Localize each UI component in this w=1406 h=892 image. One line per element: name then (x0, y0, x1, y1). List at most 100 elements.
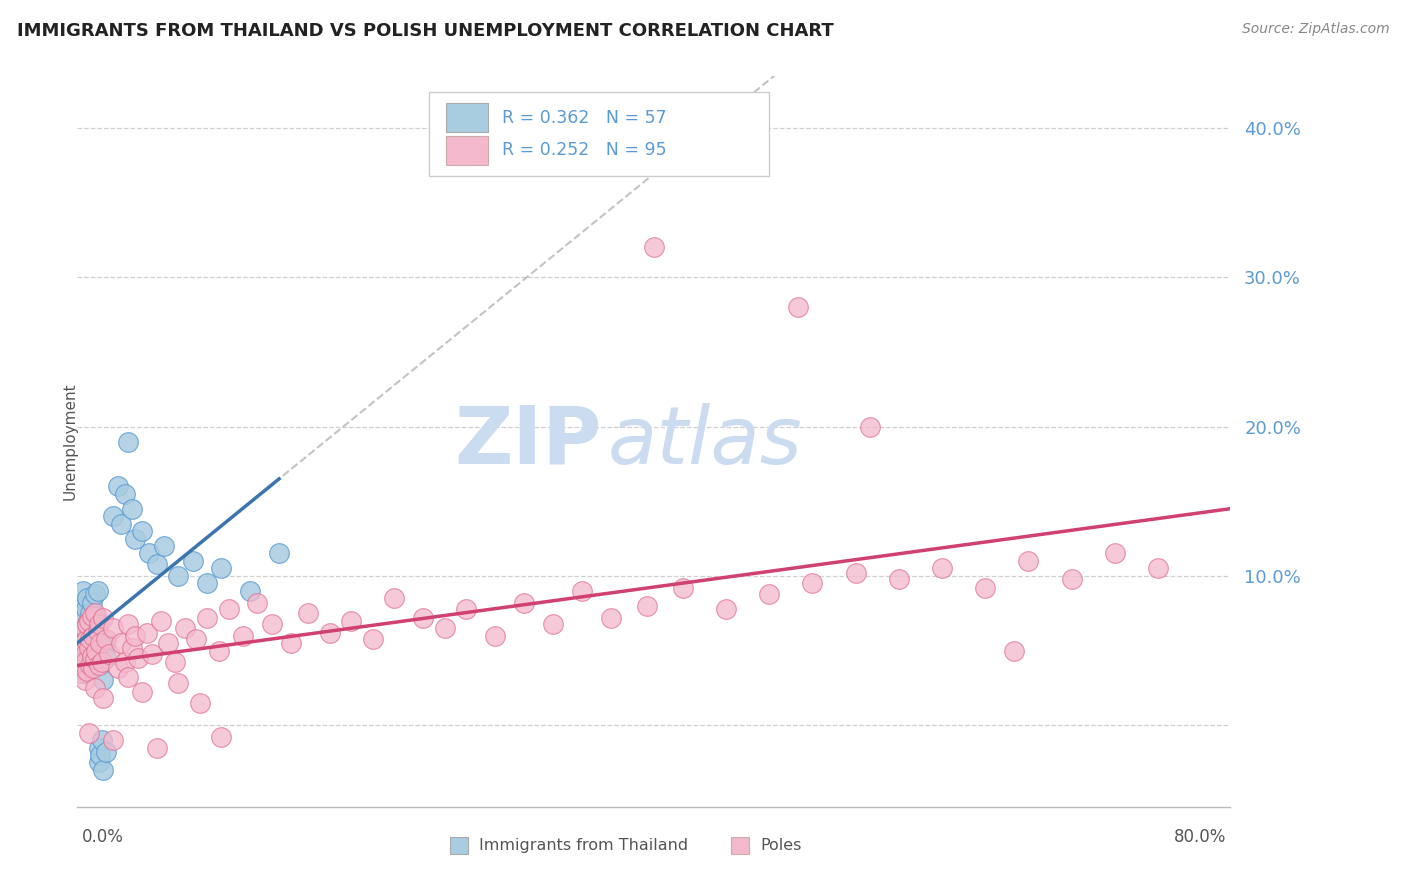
Point (167, 569, 190, 583)
Point (117, 616, 139, 631)
Text: IMMIGRANTS FROM THAILAND VS POLISH UNEMPLOYMENT CORRELATION CHART: IMMIGRANTS FROM THAILAND VS POLISH UNEMP… (17, 22, 834, 40)
Point (70, 651, 93, 665)
Point (1147, 561, 1170, 575)
Point (107, 479, 129, 493)
Point (165, 656, 187, 670)
Point (89, 636, 111, 650)
Point (76, 616, 98, 631)
Point (232, 629, 254, 643)
Point (73, 665, 96, 680)
Point (340, 614, 363, 628)
Point (184, 632, 207, 646)
Point (1104, 547, 1126, 561)
Text: R = 0.362   N = 57: R = 0.362 N = 57 (502, 109, 666, 127)
Point (84, 625, 107, 640)
Point (80, 629, 103, 643)
Point (98, 647, 121, 661)
Text: ZIP: ZIP (454, 402, 602, 481)
Point (859, 419, 882, 434)
Point (77, 661, 100, 675)
Point (77, 614, 100, 628)
Point (87, 756, 110, 770)
Point (513, 596, 536, 610)
Point (117, 434, 139, 449)
Point (82, 612, 104, 626)
Point (672, 581, 695, 595)
Point (103, 733, 125, 747)
Point (643, 240, 665, 254)
Point (114, 656, 136, 670)
Point (456, 601, 478, 615)
Point (79, 640, 101, 655)
Text: 0.0%: 0.0% (82, 828, 124, 846)
Point (239, 583, 262, 598)
Point (89, 658, 111, 673)
Point (96, 632, 118, 646)
Point (181, 554, 204, 568)
Point (82, 636, 104, 650)
Point (1060, 572, 1083, 586)
Point (75, 621, 97, 635)
Point (153, 539, 174, 553)
Point (82, 661, 104, 675)
Point (195, 576, 218, 591)
Point (571, 583, 593, 598)
Point (84, 643, 107, 657)
Point (73, 647, 96, 661)
Point (87, 658, 110, 673)
Point (96, 651, 118, 665)
Point (218, 601, 240, 615)
Point (103, 509, 125, 524)
Point (110, 516, 132, 531)
Point (90, 733, 112, 747)
Point (72, 625, 94, 640)
Point (131, 685, 153, 699)
Point (1018, 554, 1040, 568)
Point (75, 633, 97, 648)
Point (79, 632, 101, 646)
Point (89, 747, 111, 762)
Point (121, 640, 143, 655)
Point (77, 640, 100, 655)
FancyBboxPatch shape (429, 92, 769, 176)
Point (80, 658, 103, 673)
Point (157, 636, 180, 650)
Point (470, 151, 492, 165)
Point (91, 691, 114, 706)
Point (801, 576, 824, 591)
Point (974, 581, 997, 595)
Point (86, 643, 108, 657)
Point (117, 670, 139, 684)
Point (131, 524, 153, 538)
Point (382, 591, 406, 606)
Text: Source: ZipAtlas.com: Source: ZipAtlas.com (1241, 22, 1389, 37)
Point (110, 636, 132, 650)
Point (207, 643, 229, 657)
Point (80, 649, 103, 664)
Point (149, 614, 172, 628)
Point (73, 599, 96, 613)
FancyBboxPatch shape (446, 136, 488, 165)
Point (84, 609, 107, 624)
Point (83, 681, 105, 695)
Point (75, 656, 97, 670)
Point (90, 656, 112, 670)
Point (82, 629, 104, 643)
Point (76, 636, 98, 650)
Point (246, 596, 269, 610)
Point (412, 610, 434, 624)
Point (188, 696, 211, 710)
Point (83, 649, 105, 664)
Point (167, 676, 190, 690)
Point (73, 643, 96, 657)
Point (124, 532, 146, 546)
Point (121, 501, 143, 516)
Point (599, 610, 621, 624)
Point (86, 624, 108, 639)
FancyBboxPatch shape (446, 103, 488, 132)
Point (484, 629, 506, 643)
Point (83, 606, 105, 620)
Point (107, 661, 129, 675)
Point (758, 587, 780, 601)
Y-axis label: Unemployment: Unemployment (63, 383, 77, 500)
